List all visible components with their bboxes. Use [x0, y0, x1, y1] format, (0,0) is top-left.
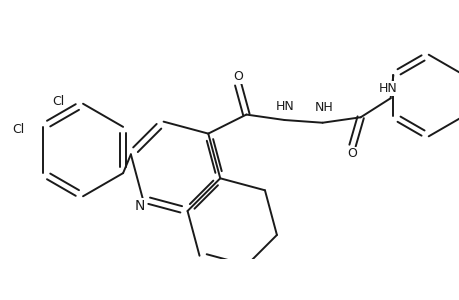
Text: HN: HN [378, 82, 397, 95]
Text: Cl: Cl [12, 123, 24, 136]
Text: NH: NH [313, 101, 332, 114]
Text: O: O [347, 147, 357, 160]
Text: O: O [233, 70, 243, 83]
Text: Cl: Cl [52, 94, 65, 107]
Text: HN: HN [275, 100, 294, 113]
Text: N: N [134, 199, 145, 213]
